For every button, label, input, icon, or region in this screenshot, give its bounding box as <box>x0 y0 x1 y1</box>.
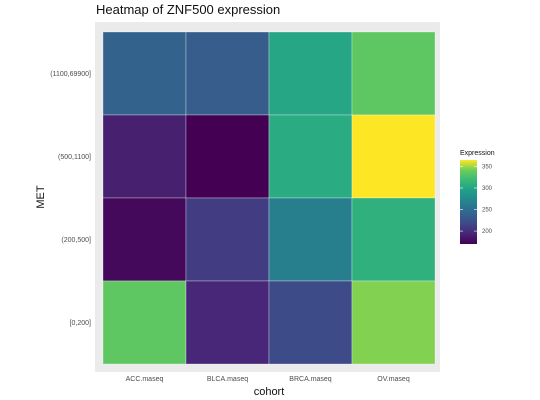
legend-colorbar <box>460 160 477 244</box>
x-tick-label: BLCA.maseq <box>207 376 248 383</box>
y-tick-label: (1100,69900] <box>50 71 91 78</box>
heatmap-cell <box>185 31 270 116</box>
y-tick-label: (200,500] <box>61 237 91 244</box>
heatmap-cell <box>351 197 436 282</box>
legend-title: Expression <box>460 150 495 157</box>
heatmap-cell <box>102 280 187 365</box>
x-axis-title: cohort <box>254 386 285 398</box>
heatmap-cell <box>102 114 187 199</box>
heatmap-cell <box>351 114 436 199</box>
legend: Expression 200 250 300 350 <box>460 150 495 244</box>
y-axis-title: MET <box>35 185 47 209</box>
heatmap-cell <box>268 280 353 365</box>
heatmap-cell <box>351 280 436 365</box>
heatmap-cell <box>185 280 270 365</box>
y-tick-label: [0,200] <box>70 320 91 327</box>
x-tick-label: OV.maseq <box>377 376 410 383</box>
y-tick-label: (500,1100] <box>58 154 91 161</box>
heatmap-cell <box>102 31 187 116</box>
heatmap-cell <box>268 31 353 116</box>
heatmap-cell <box>185 114 270 199</box>
heatmap-cell <box>102 197 187 282</box>
heatmap-cell <box>268 114 353 199</box>
legend-tick-label: 200 <box>482 229 493 235</box>
legend-tick-label: 350 <box>482 164 493 170</box>
legend-tick-label: 300 <box>482 186 493 192</box>
heatmap-cell <box>185 197 270 282</box>
heatmap-cell <box>268 197 353 282</box>
x-tick-label: ACC.maseq <box>126 376 164 383</box>
chart-title: Heatmap of ZNF500 expression <box>96 2 280 17</box>
x-tick-label: BRCA.maseq <box>289 376 332 383</box>
legend-tick-label: 250 <box>482 208 493 214</box>
heatmap-cell <box>351 31 436 116</box>
